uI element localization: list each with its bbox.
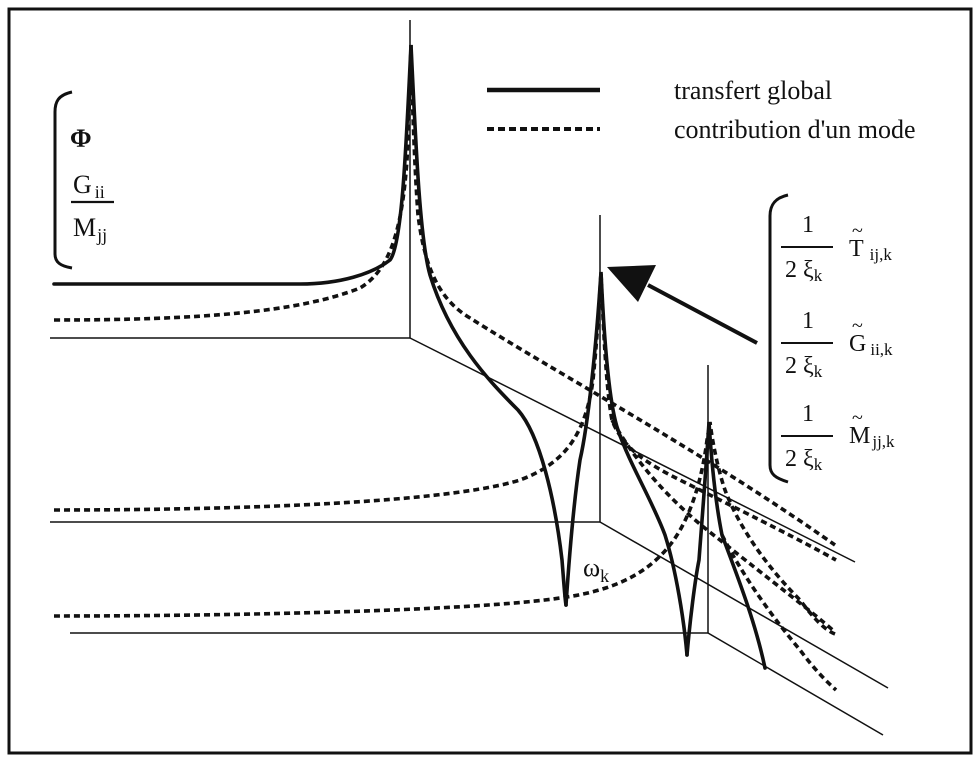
frac1-denominator: 2 ξk	[785, 257, 823, 285]
frac2-numerator: 1	[802, 308, 814, 334]
omega-k-label: ωk	[583, 553, 609, 586]
dashed-curves	[53, 44, 838, 692]
dashed-curve-mode-3	[610, 419, 837, 634]
dashed-curve-mode-3-tail	[720, 534, 838, 692]
tilde-m: ~	[852, 407, 863, 429]
axes	[50, 20, 889, 736]
right-bracket	[768, 193, 789, 484]
tilde-g: ~	[852, 315, 863, 337]
frame-border	[7, 7, 973, 755]
frac1-numerator: 1	[802, 212, 814, 238]
legend-dashed-label: contribution d'un mode	[674, 115, 916, 144]
axis-diagonal-2	[599, 521, 889, 689]
solid-curve-2	[564, 271, 689, 657]
left-bracket	[53, 90, 73, 270]
dashed-curve-mode-2-lower	[53, 421, 836, 636]
frac3-numerator: 1	[802, 401, 814, 427]
dashed-curve-mode-1	[53, 44, 837, 547]
dashed-curve-mode-2-upper	[53, 271, 837, 562]
legend-solid-label: transfert global	[674, 76, 832, 105]
frac2-denominator: 2 ξk	[785, 353, 823, 381]
legend: transfert global contribution d'un mode	[487, 76, 916, 144]
axis-diagonal-3	[707, 632, 884, 736]
phi-symbol: Φ	[70, 124, 92, 153]
frac3-denominator: 2 ξk	[785, 446, 823, 474]
pointer-arrow	[607, 265, 758, 345]
tilde-t: ~	[852, 220, 863, 242]
m-label: Mjj	[73, 213, 107, 245]
